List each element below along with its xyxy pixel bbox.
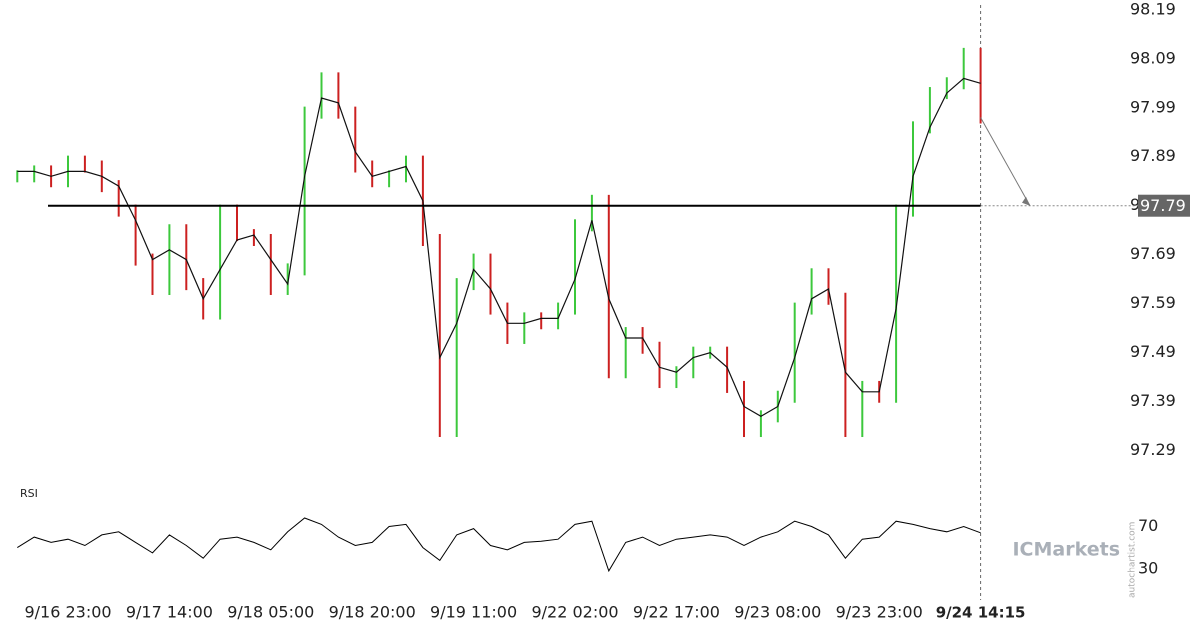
arrow-head (1022, 196, 1030, 206)
x-tick-label: 9/23 08:00 (734, 603, 821, 622)
level-label-box (1138, 194, 1190, 217)
watermark: ICMarkets (1012, 539, 1120, 561)
x-tick-label: 9/17 14:00 (126, 603, 213, 622)
y-tick-label: 97.69 (1130, 244, 1176, 263)
y-tick-label: 97.29 (1130, 440, 1176, 459)
y-tick-label: 97.49 (1130, 342, 1176, 361)
y-tick-label: 98.19 (1130, 0, 1176, 18)
x-tick-label: 9/24 14:15 (936, 604, 1026, 622)
source: autochartist.com (1128, 522, 1138, 598)
level-label: 97.79 (1140, 196, 1186, 215)
x-tick-label: 9/18 05:00 (227, 603, 314, 622)
moving-average (17, 77, 981, 417)
y-tick-label: 97.99 (1130, 97, 1176, 116)
y-tick-label: 98.09 (1130, 48, 1176, 67)
forecast-arrow (980, 117, 1031, 206)
rsi-tick-label: 30 (1138, 558, 1158, 577)
y-tick-label: 97.39 (1130, 391, 1176, 410)
y-tick-label: 97.59 (1130, 293, 1176, 312)
rsi-line (17, 517, 981, 573)
y-tick-label: 97.89 (1130, 146, 1176, 165)
x-tick-label: 9/18 20:00 (329, 603, 416, 622)
rsi-label: RSI (20, 487, 38, 500)
x-tick-label: 9/22 17:00 (633, 603, 720, 622)
x-tick-label: 9/19 11:00 (430, 603, 517, 622)
x-tick-label: 9/16 23:00 (24, 603, 111, 622)
x-tick-label: 9/23 23:00 (836, 603, 923, 622)
rsi-tick-label: 70 (1138, 516, 1158, 535)
x-tick-label: 9/22 02:00 (531, 603, 618, 622)
